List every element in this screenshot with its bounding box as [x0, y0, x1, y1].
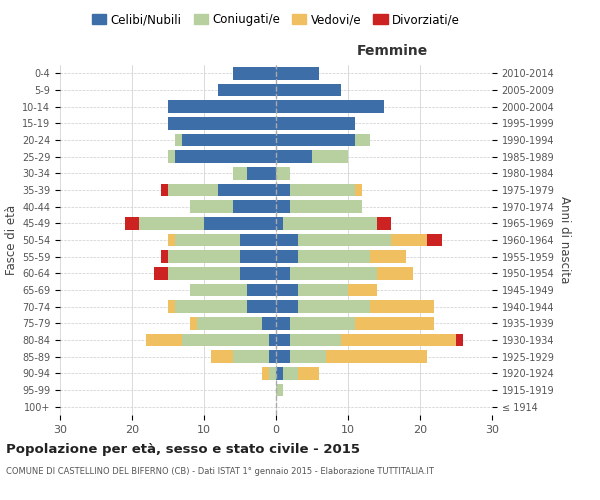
Bar [276, 300, 298, 313]
Bar [211, 350, 233, 363]
Bar [269, 334, 276, 346]
Y-axis label: Anni di nascita: Anni di nascita [558, 196, 571, 284]
Bar [168, 117, 276, 130]
Bar [290, 350, 326, 363]
Text: Femmine: Femmine [357, 44, 428, 58]
Bar [175, 150, 276, 163]
Bar [348, 284, 377, 296]
Bar [298, 250, 370, 263]
Bar [377, 217, 391, 230]
Bar [233, 350, 269, 363]
Bar [276, 234, 298, 246]
Bar [182, 334, 269, 346]
Bar [276, 100, 384, 113]
Bar [269, 367, 276, 380]
Bar [269, 350, 276, 363]
Bar [355, 134, 370, 146]
Bar [190, 200, 233, 213]
Bar [168, 300, 175, 313]
Bar [175, 234, 240, 246]
Bar [276, 217, 283, 230]
Bar [276, 384, 283, 396]
Bar [355, 184, 362, 196]
Bar [240, 250, 276, 263]
Legend: Celibi/Nubili, Coniugati/e, Vedovi/e, Divorziati/e: Celibi/Nubili, Coniugati/e, Vedovi/e, Di… [87, 8, 465, 31]
Bar [290, 184, 355, 196]
Bar [161, 250, 168, 263]
Bar [218, 84, 276, 96]
Bar [168, 150, 175, 163]
Bar [290, 267, 377, 280]
Bar [276, 184, 290, 196]
Bar [139, 217, 204, 230]
Bar [190, 284, 247, 296]
Bar [341, 334, 456, 346]
Y-axis label: Fasce di età: Fasce di età [5, 205, 18, 275]
Bar [283, 217, 377, 230]
Bar [355, 317, 434, 330]
Bar [175, 300, 247, 313]
Bar [182, 134, 276, 146]
Bar [290, 317, 355, 330]
Bar [240, 234, 276, 246]
Bar [168, 267, 240, 280]
Bar [204, 217, 276, 230]
Bar [276, 367, 283, 380]
Bar [276, 267, 290, 280]
Bar [276, 350, 290, 363]
Bar [247, 167, 276, 179]
Bar [290, 334, 341, 346]
Bar [391, 234, 427, 246]
Text: Popolazione per età, sesso e stato civile - 2015: Popolazione per età, sesso e stato civil… [6, 442, 360, 456]
Bar [218, 184, 276, 196]
Bar [262, 367, 269, 380]
Bar [247, 284, 276, 296]
Bar [168, 250, 240, 263]
Bar [276, 284, 298, 296]
Bar [370, 250, 406, 263]
Bar [240, 267, 276, 280]
Bar [370, 300, 434, 313]
Bar [197, 317, 262, 330]
Bar [233, 200, 276, 213]
Bar [190, 317, 197, 330]
Bar [168, 234, 175, 246]
Bar [427, 234, 442, 246]
Bar [233, 67, 276, 80]
Bar [168, 100, 276, 113]
Text: COMUNE DI CASTELLINO DEL BIFERNO (CB) - Dati ISTAT 1° gennaio 2015 - Elaborazion: COMUNE DI CASTELLINO DEL BIFERNO (CB) - … [6, 468, 434, 476]
Bar [276, 167, 290, 179]
Bar [276, 250, 298, 263]
Bar [377, 267, 413, 280]
Bar [276, 84, 341, 96]
Bar [456, 334, 463, 346]
Bar [326, 350, 427, 363]
Bar [262, 317, 276, 330]
Bar [161, 184, 168, 196]
Bar [283, 367, 298, 380]
Bar [298, 284, 348, 296]
Bar [168, 184, 218, 196]
Bar [312, 150, 348, 163]
Bar [175, 134, 182, 146]
Bar [298, 367, 319, 380]
Bar [276, 334, 290, 346]
Bar [276, 150, 312, 163]
Bar [290, 200, 362, 213]
Bar [276, 200, 290, 213]
Bar [276, 134, 355, 146]
Bar [298, 234, 391, 246]
Bar [125, 217, 139, 230]
Bar [276, 67, 319, 80]
Bar [233, 167, 247, 179]
Bar [276, 117, 355, 130]
Bar [276, 317, 290, 330]
Bar [298, 300, 370, 313]
Bar [146, 334, 182, 346]
Bar [154, 267, 168, 280]
Bar [247, 300, 276, 313]
